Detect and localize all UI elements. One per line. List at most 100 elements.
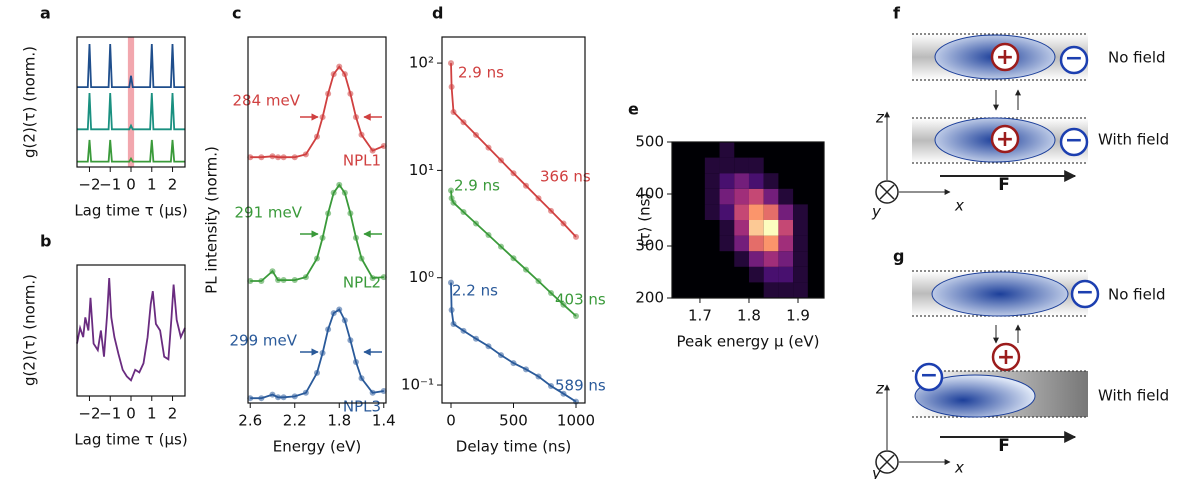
heat-cell [748, 266, 764, 283]
heat-cell [778, 235, 794, 252]
axis-label: y [871, 465, 882, 479]
heat-cell [763, 235, 779, 252]
lifetime-label: 589 ns [555, 377, 606, 395]
y-tick-label: 10⁻¹ [401, 376, 434, 394]
hole [990, 124, 1020, 154]
electron [914, 362, 944, 392]
panel-b: b −2−1 0 1 2 Lag time τ (μs) g(2)(τ) (norm.) [21, 232, 188, 449]
x-tick-label: 1.9 [786, 307, 810, 325]
panel-label: g [893, 247, 904, 266]
heat-cell [793, 282, 808, 298]
lifetime-label: 2.9 ns [454, 177, 500, 195]
data-line [77, 43, 185, 88]
heat-cell [704, 157, 720, 174]
heat-cell [748, 220, 764, 236]
panel-label: a [40, 4, 51, 23]
label: With field [1098, 387, 1169, 405]
heat-cell [704, 173, 720, 189]
heat-cell [748, 251, 764, 267]
electron [1059, 45, 1089, 75]
minus: − [1065, 46, 1083, 71]
heat-cell [748, 157, 764, 174]
heat-cell [793, 204, 808, 220]
x-axis-label: Lag time τ (μs) [74, 202, 187, 220]
diagram-f: f + − No field + − With field F z x y [871, 4, 1169, 221]
x-tick-label: 1000 [557, 412, 595, 430]
panel-c: c 2.6 2.2 1.8 1.4 Energy (eV) PL intensity (no… [203, 4, 396, 456]
heat-cell [719, 188, 735, 205]
heat-cell [719, 235, 735, 252]
lifetime-label: 2.9 ns [458, 64, 504, 82]
data-line [250, 183, 384, 282]
heat-cell [734, 220, 749, 236]
x-tick-label: 1.8 [327, 412, 351, 430]
label: No field [1108, 286, 1166, 304]
heat-cell [734, 235, 749, 252]
y-tick-label: 10⁰ [409, 268, 434, 286]
heat-cell [704, 204, 720, 220]
y-axis-label: g(2)(τ) (norm.) [21, 46, 39, 158]
data-line [250, 65, 385, 159]
heat-cell [793, 251, 808, 267]
x-tick-label: 2.6 [238, 412, 262, 430]
panel-e: e 1.7 1.8 1.9 200 300 400 500 Peak energy μ (eV)… [628, 100, 825, 351]
width-label: 291 meV [235, 204, 303, 222]
heat-cell [778, 251, 794, 267]
panel-label: e [628, 100, 639, 119]
heat-cell [704, 188, 720, 205]
heat-cell [778, 266, 794, 283]
cross [879, 454, 895, 470]
plus: + [997, 345, 1015, 370]
axes-frame [247, 36, 387, 404]
axis-label: z [875, 109, 885, 127]
x-tick-label: −1 [99, 176, 121, 194]
heat-cell [763, 173, 779, 189]
exciton [914, 374, 1036, 418]
lifetime-label: 366 ns [540, 168, 591, 186]
axes-frame [76, 36, 186, 168]
x-tick-label: −2 [78, 176, 100, 194]
panel-d: d 0 500 1000 10⁻¹ 10⁰ 10¹ 10² Delay time (ns) 2.9… [401, 4, 606, 456]
series-label: NPL3 [343, 398, 381, 416]
panel-label: f [893, 4, 901, 23]
heat-cell [719, 157, 735, 174]
heat-cell [793, 220, 808, 236]
heat-cell [793, 266, 808, 283]
exciton [931, 271, 1069, 317]
y-tick-label: 400 [635, 185, 664, 203]
data-line [450, 282, 577, 403]
x-tick-label: −2 [78, 405, 100, 423]
heat-cell [719, 204, 735, 220]
cross [879, 184, 895, 200]
x-tick-label: 1 [147, 405, 157, 423]
heat-cell [719, 142, 735, 158]
heat-cell [778, 188, 794, 205]
x-tick-label: 500 [499, 412, 528, 430]
axis-label: x [954, 197, 964, 215]
highlight [127, 37, 135, 167]
heat-cell [763, 251, 779, 267]
data-line [76, 278, 186, 382]
axes-frame [76, 264, 186, 397]
series-label: NPL2 [343, 274, 381, 292]
y-tick-label: 10¹ [409, 161, 434, 179]
heat-cell [719, 173, 735, 189]
y-axis-label: PL intensity (norm.) [203, 146, 221, 294]
width-label: 284 meV [233, 92, 301, 110]
heat-cell [778, 282, 794, 298]
heat-cell [763, 282, 779, 298]
data-point [448, 60, 454, 67]
panel-a: a −2−1 0 1 2 Lag time τ (μs) g(2)(τ) (norm.) [21, 4, 188, 220]
x-tick-label: 1.4 [372, 412, 396, 430]
heat-cell [734, 173, 749, 189]
heat-cell [748, 173, 764, 189]
x-tick-label: 2 [168, 405, 178, 423]
x-axis-label: Delay time (ns) [456, 438, 571, 456]
heat-cell [734, 204, 749, 220]
x-tick-label: −1 [99, 405, 121, 423]
data-line [77, 139, 185, 163]
heat-cell [778, 204, 794, 220]
heat-cell [763, 220, 779, 236]
label: With field [1098, 131, 1169, 149]
